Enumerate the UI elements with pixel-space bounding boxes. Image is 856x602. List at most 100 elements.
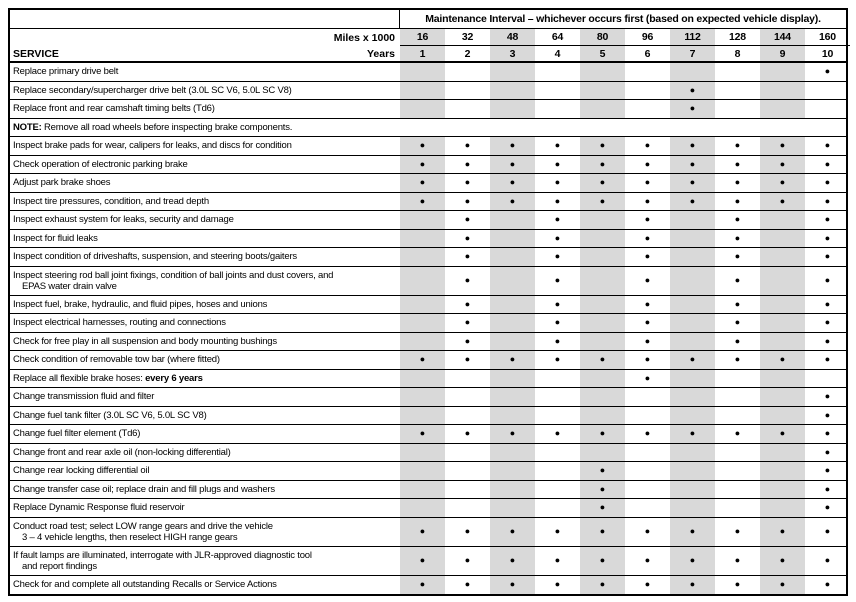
interval-cell: [715, 444, 760, 462]
interval-cell: ●: [805, 388, 850, 406]
table-row: Check for free play in all suspension an…: [10, 332, 846, 351]
bullet-icon: ●: [644, 335, 651, 346]
service-label-line2: 3 – 4 vehicle lengths, then reselect HIG…: [22, 531, 238, 543]
bullet-icon: ●: [509, 526, 516, 536]
interval-cell: ●: [625, 193, 670, 211]
interval-cell: ●: [445, 267, 490, 295]
interval-cell: [490, 332, 535, 350]
interval-cell: ●: [715, 211, 760, 229]
interval-cell: [625, 100, 670, 118]
bullet-icon: ●: [599, 177, 606, 188]
interval-cell: [760, 295, 805, 313]
bullet-icon: ●: [419, 140, 426, 151]
miles-label: Miles x 1000: [333, 31, 395, 44]
interval-cell: [670, 443, 715, 461]
interval-cell: ●: [490, 575, 535, 594]
interval-cell: ●: [805, 444, 850, 462]
interval-cell: ●: [535, 547, 580, 575]
interval-cell: [400, 295, 445, 313]
bullet-icon: ●: [779, 177, 786, 188]
interval-cell: ●: [625, 425, 670, 443]
interval-cell: ●: [445, 518, 490, 546]
interval-cell: ●: [805, 211, 850, 229]
header-empty-cell: [10, 10, 400, 28]
interval-cell: [445, 481, 490, 499]
bullet-icon: ●: [824, 465, 831, 476]
interval-cell: [760, 332, 805, 350]
interval-cell: ●: [625, 333, 670, 351]
interval-cell: [490, 100, 535, 118]
interval-cell: ●: [760, 425, 805, 443]
service-text: Check condition of removable tow bar (wh…: [13, 354, 220, 366]
bullet-icon: ●: [464, 526, 471, 536]
interval-cell: [490, 406, 535, 424]
interval-cell: [580, 295, 625, 313]
bullet-icon: ●: [734, 428, 741, 439]
miles-value-cell: 64: [535, 29, 580, 46]
service-text: Inspect condition of driveshafts, suspen…: [13, 251, 297, 263]
service-label: Check for and complete all outstanding R…: [13, 579, 398, 590]
table-row: Inspect tire pressures, condition, and t…: [10, 192, 846, 211]
bullet-icon: ●: [644, 428, 651, 439]
bullet-icon: ●: [464, 158, 471, 169]
interval-cell: ●: [715, 230, 760, 248]
interval-cell: ●: [715, 547, 760, 575]
interval-cell: ●: [625, 230, 670, 248]
bullet-icon: ●: [779, 354, 786, 365]
interval-cell: [445, 407, 490, 425]
note-text: NOTE: Remove all road wheels before insp…: [10, 119, 846, 137]
service-text: Check operation of electronic parking br…: [13, 158, 188, 170]
interval-cell: [805, 100, 850, 118]
miles-value-cell: 112: [670, 29, 715, 46]
interval-cell: ●: [670, 351, 715, 369]
interval-cell: ●: [490, 192, 535, 210]
interval-cell: ●: [670, 192, 715, 210]
interval-cell: ●: [490, 351, 535, 369]
bullet-icon: ●: [554, 354, 561, 365]
interval-cell: ●: [400, 192, 445, 210]
interval-cell: [490, 480, 535, 498]
miles-value-cell: 144: [760, 29, 805, 46]
interval-cell: [400, 462, 445, 480]
service-text: Replace all flexible brake hoses:: [13, 372, 146, 384]
bullet-icon: ●: [554, 275, 561, 285]
service-text: Change transmission fluid and filter: [13, 391, 155, 403]
interval-cell: [400, 406, 445, 424]
interval-cell: ●: [535, 576, 580, 595]
table-row: Inspect exhaust system for leaks, securi…: [10, 211, 846, 230]
service-cell: Conduct road test; select LOW range gear…: [10, 518, 400, 546]
service-cell: Replace Dynamic Response fluid reservoir: [10, 499, 400, 517]
interval-cell: [670, 248, 715, 266]
table-row: Inspect for fluid leaks ● ● ● ● ●: [10, 229, 846, 248]
service-label: Inspect brake pads for wear, calipers fo…: [13, 140, 398, 151]
table-row: Inspect electrical harnesses, routing an…: [10, 314, 846, 333]
table-row: Check operation of electronic parking br…: [10, 155, 846, 174]
interval-cell: ●: [580, 425, 625, 443]
bullet-icon: ●: [779, 140, 786, 151]
interval-cell: [535, 499, 580, 517]
bullet-icon: ●: [464, 354, 471, 365]
interval-cell: ●: [805, 230, 850, 248]
bullet-icon: ●: [734, 526, 741, 536]
interval-cell: [535, 481, 580, 499]
interval-cell: ●: [805, 267, 850, 295]
interval-cell: [670, 499, 715, 517]
interval-cell: ●: [580, 546, 625, 575]
interval-cell: [760, 248, 805, 266]
service-label: Inspect electrical harnesses, routing an…: [13, 317, 398, 328]
bullet-icon: ●: [689, 555, 696, 565]
bullet-icon: ●: [689, 354, 696, 365]
service-label: Conduct road test; select LOW range gear…: [13, 521, 398, 532]
bullet-icon: ●: [419, 526, 426, 536]
interval-cell: ●: [400, 575, 445, 594]
service-cell: Change fuel tank filter (3.0L SC V6, 5.0…: [10, 407, 400, 425]
bullet-icon: ●: [419, 579, 426, 590]
interval-cell: [400, 314, 445, 332]
interval-cell: [400, 266, 445, 295]
interval-cell: ●: [580, 575, 625, 594]
interval-cell: ●: [625, 137, 670, 155]
miles-value-cell: 32: [445, 29, 490, 46]
bullet-icon: ●: [689, 195, 696, 206]
bullet-icon: ●: [464, 317, 471, 328]
miles-value-cell: 96: [625, 29, 670, 46]
